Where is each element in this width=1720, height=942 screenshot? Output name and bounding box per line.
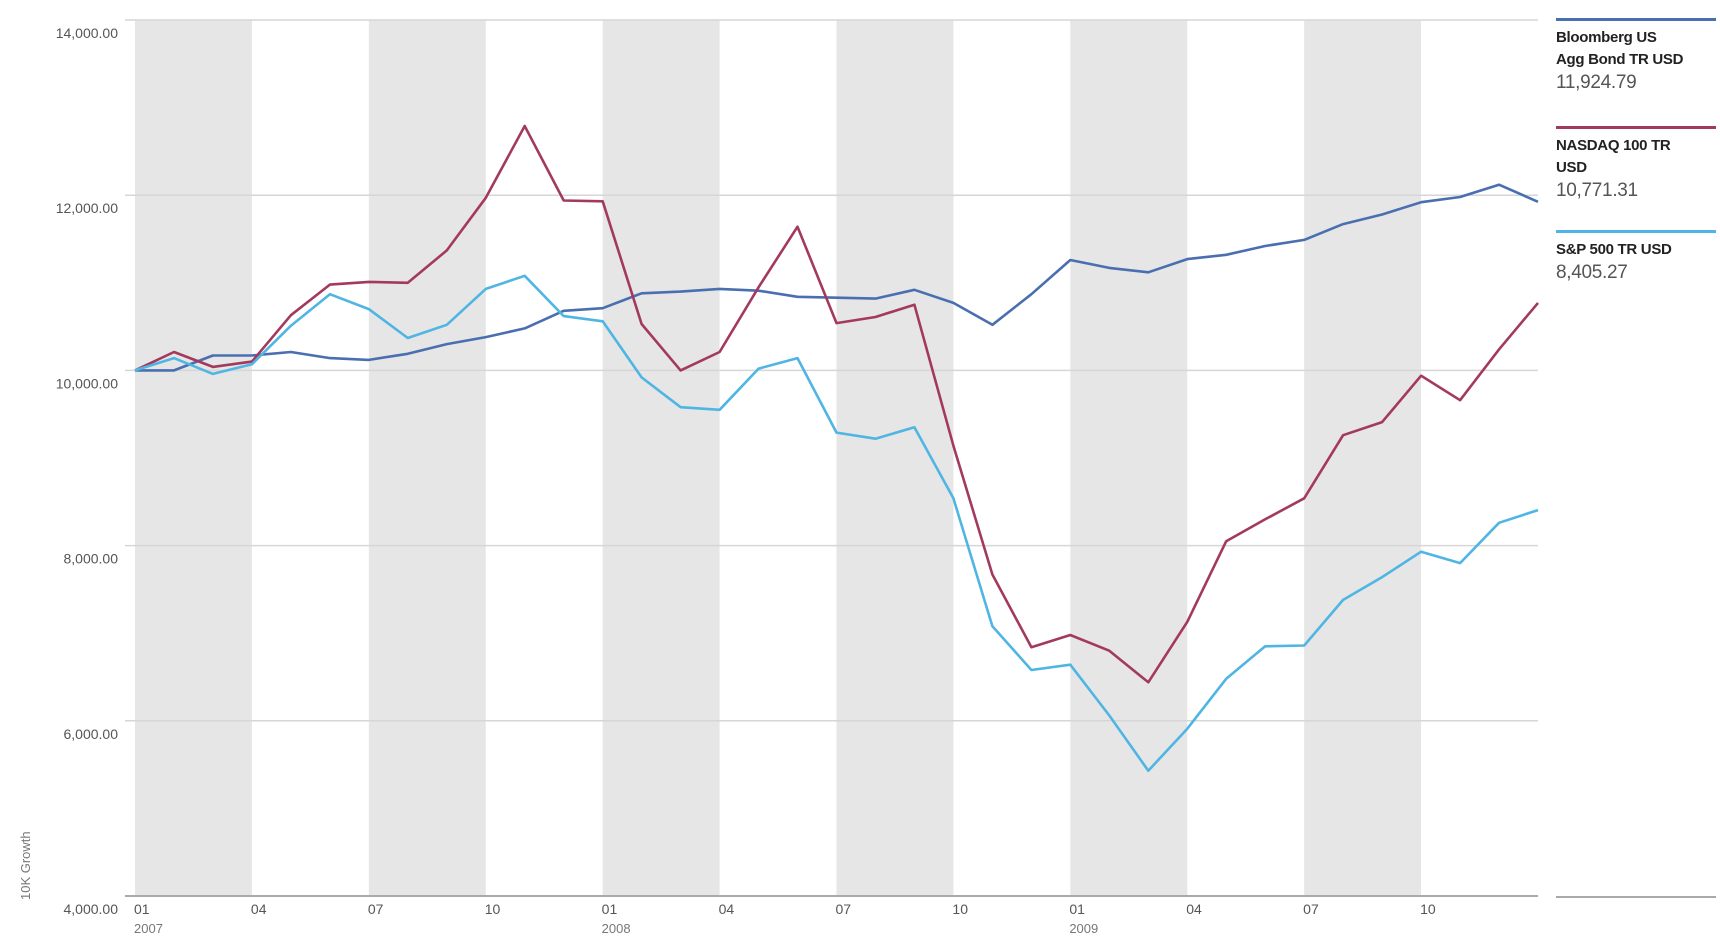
y-tick-label: 4,000.00 [64,901,119,917]
x-tick-label: 01 [602,901,618,917]
gridlines [125,19,1538,722]
x-tick-label: 07 [836,901,852,917]
legend-swatch-bloomberg [1556,18,1716,21]
x-tick-label: 07 [368,901,384,917]
legend-value-sp500: 8,405.27 [1556,262,1628,283]
y-tick-label: 6,000.00 [64,726,119,742]
shaded-band [1070,20,1188,896]
x-axis-ticks: 01 2007 04 07 10 01 2008 04 07 10 01 2009 04 07 10 [134,901,1436,936]
shaded-band [368,20,486,896]
legend-label-line: Agg Bond TR USD [1556,51,1684,68]
x-tick-label: 04 [719,901,735,917]
legend-label-sp500: S&P 500 TR USD [1556,239,1716,261]
x-tick-label: 10 [1420,901,1436,917]
legend-item-nasdaq: NASDAQ 100 TR USD 10,771.31 [1556,126,1716,203]
legend-swatch-sp500 [1556,230,1716,233]
legend-swatch-nasdaq [1556,126,1716,129]
y-tick-label: 10,000.00 [56,375,118,391]
legend: Bloomberg US Agg Bond TR USD 11,924.79 N… [1556,0,1720,942]
legend-label-line: NASDAQ 100 TR [1556,137,1671,154]
shaded-band [602,20,720,896]
y-axis-label: 10K Growth [18,831,33,900]
legend-label-line: USD [1556,159,1587,176]
x-tick-year-label: 2008 [602,921,631,936]
x-tick-label: 01 [134,901,150,917]
series-line-0 [135,183,1539,372]
legend-label-line: Bloomberg US [1556,29,1657,46]
series-line-1 [134,124,1539,684]
series-line-2 [134,274,1539,773]
y-axis-ticks: 4,000.00 6,000.00 8,000.00 10,000.00 12,000.… [56,25,119,917]
x-tick-label: 07 [1303,901,1319,917]
x-tick-label: 01 [1069,901,1085,917]
series-lines [134,124,1539,773]
legend-bottom-rule [1556,896,1716,898]
legend-label-line: S&P 500 TR USD [1556,241,1672,258]
legend-label-nasdaq: NASDAQ 100 TR USD [1556,135,1716,179]
legend-item-bloomberg: Bloomberg US Agg Bond TR USD 11,924.79 [1556,18,1716,95]
shaded-band [135,20,252,896]
x-tick-label: 10 [952,901,968,917]
y-tick-label: 8,000.00 [64,551,119,567]
y-tick-label: 14,000.00 [56,25,118,41]
x-tick-year-label: 2007 [134,921,163,936]
legend-item-sp500: S&P 500 TR USD 8,405.27 [1556,230,1716,285]
x-tick-label: 10 [485,901,501,917]
legend-value-nasdaq: 10,771.31 [1556,180,1638,201]
x-tick-label: 04 [1186,901,1202,917]
shaded-quarter-bands [135,20,1422,896]
shaded-band [1304,20,1422,896]
y-tick-label: 12,000.00 [56,200,118,216]
x-tick-year-label: 2009 [1069,921,1098,936]
legend-label-bloomberg: Bloomberg US Agg Bond TR USD [1556,27,1716,71]
shaded-band [836,20,954,896]
x-tick-label: 04 [251,901,267,917]
legend-value-bloomberg: 11,924.79 [1556,72,1637,93]
